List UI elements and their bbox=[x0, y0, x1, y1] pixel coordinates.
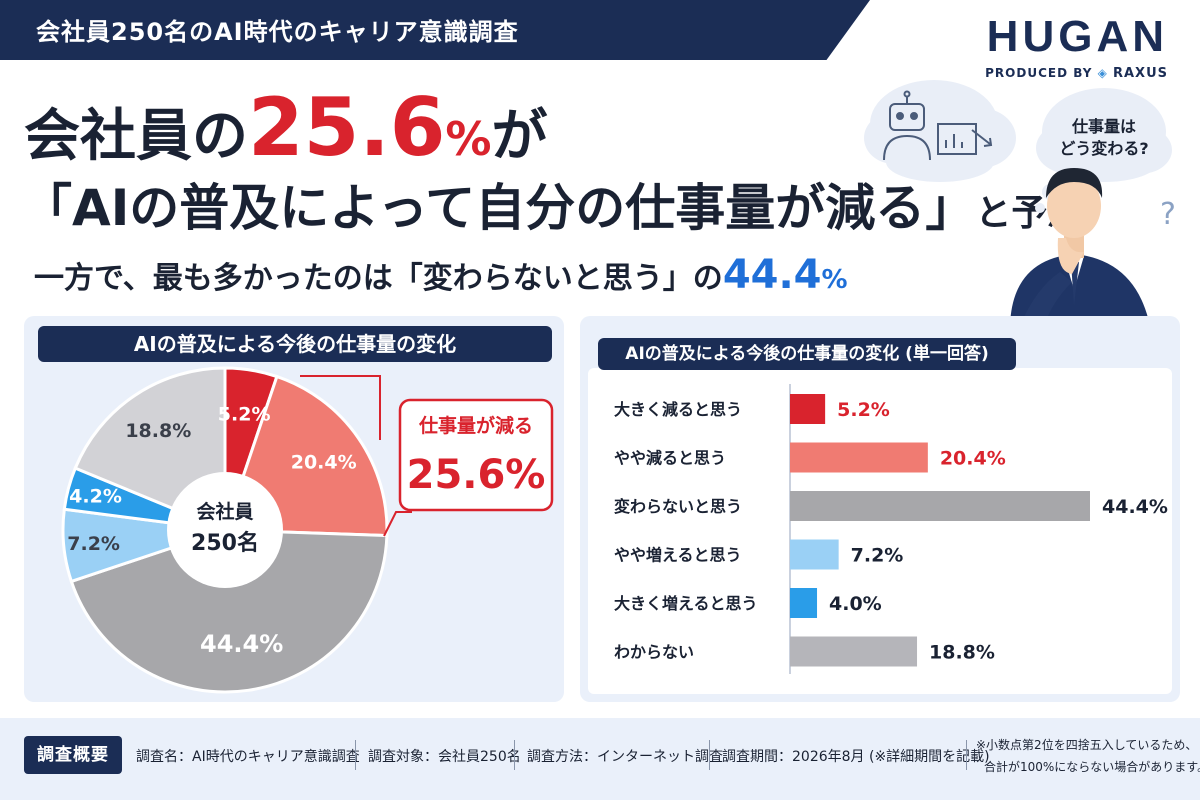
headline-line1-post: が bbox=[491, 104, 548, 169]
headline-line2: 「AIの普及によって自分の仕事量が減る」と予想 bbox=[22, 178, 1083, 244]
rounding-note-line1: ※小数点第2位を四捨五入しているため、 bbox=[976, 738, 1198, 752]
bar-category-label: やや増えると思う bbox=[614, 546, 742, 565]
produced-by: PRODUCED BY ◈ RAXUS bbox=[948, 66, 1168, 81]
bar-value-label: 20.4% bbox=[940, 448, 1006, 470]
pie-slice-label: 5.2% bbox=[218, 404, 271, 426]
pie-chart-panel: AIの普及による今後の仕事量の変化 会社員 250名 5.2% 20.4% 44.4… bbox=[24, 316, 564, 702]
bar-panel-title: AIの普及による今後の仕事量の変化 (単一回答) bbox=[598, 338, 1016, 370]
thought-bubble: 仕事量は どう変わる? bbox=[1035, 88, 1172, 213]
bar-category-label: やや減ると思う bbox=[614, 449, 726, 468]
pie-chart: 会社員 250名 5.2% 20.4% 44.4% 7.2% 4.2% 18.8% 仕事量… bbox=[61, 366, 554, 694]
headline-line3-pct: % bbox=[821, 265, 848, 295]
headline-line1-pre: 会社員の bbox=[24, 104, 248, 169]
footer-divider bbox=[709, 740, 710, 770]
bar-value-label: 18.8% bbox=[929, 642, 995, 664]
bar bbox=[790, 491, 1090, 521]
headline-line2-open: 「 bbox=[22, 179, 72, 237]
headline-line3-number: 44.4 bbox=[722, 252, 822, 298]
question-mark-icon: ? bbox=[1160, 197, 1176, 232]
callout-box bbox=[398, 398, 554, 512]
survey-period: 調査期間：2026年8月 (※詳細期間を記載) bbox=[722, 749, 990, 765]
bar-category-label: わからない bbox=[614, 643, 694, 662]
pie-slice-label: 7.2% bbox=[67, 533, 120, 555]
bar bbox=[790, 539, 839, 570]
bar bbox=[790, 588, 818, 618]
headline-line2-close: 」 bbox=[925, 179, 976, 237]
survey-method: 調査方法：インターネット調査 bbox=[527, 749, 723, 765]
bar-value-label: 44.4% bbox=[1102, 496, 1168, 518]
donut-center-line1: 会社員 bbox=[196, 500, 253, 523]
callout-pointer bbox=[383, 511, 412, 537]
bar-value-label: 7.2% bbox=[851, 545, 904, 567]
survey-target: 調査対象：会社員250名 bbox=[368, 749, 521, 765]
rounding-note-line2: 合計が100%にならない場合があります。 bbox=[984, 760, 1200, 774]
thought-text-line1: 仕事量は bbox=[1071, 117, 1136, 136]
chart-down-icon bbox=[937, 123, 993, 155]
produced-by-label: PRODUCED BY bbox=[985, 66, 1093, 80]
donut-hole bbox=[167, 472, 283, 588]
bar-category-label: 変わらないと思う bbox=[614, 497, 742, 516]
headline-highlight-number: 25.6 bbox=[248, 81, 446, 174]
bar bbox=[790, 636, 918, 667]
pie-slice-label: 44.4% bbox=[200, 630, 283, 658]
footer-divider bbox=[966, 740, 967, 770]
donut-center-line2: 250名 bbox=[191, 530, 259, 556]
headline-line3: 一方で、最も多かったのは「変わらないと思う」の44.4% bbox=[34, 250, 848, 305]
bar-chart-panel: AIの普及による今後の仕事量の変化 (単一回答) 大きく減ると思う 5.2% やや減… bbox=[580, 316, 1180, 702]
headline-highlight-pct: % bbox=[445, 112, 492, 166]
robot-icon bbox=[883, 90, 931, 161]
pie-slice-label: 20.4% bbox=[291, 452, 357, 474]
pie-slice bbox=[69, 528, 389, 694]
bar-value-label: 4.0% bbox=[829, 593, 882, 615]
survey-name: 調査名：AI時代のキャリア意識調査 bbox=[136, 749, 360, 765]
bar-category-label: 大きく減ると思う bbox=[614, 400, 742, 419]
survey-banner-text: 会社員250名のAI時代のキャリア意識調査 bbox=[36, 18, 519, 46]
partner-name: RAXUS bbox=[1112, 66, 1168, 81]
bar-value-label: 5.2% bbox=[837, 399, 890, 421]
pie-slice-label: 18.8% bbox=[125, 420, 191, 442]
brand-name: HUGAN bbox=[986, 12, 1168, 61]
survey-summary-footer: 調査概要 調査名：AI時代のキャリア意識調査 調査対象：会社員250名 調査方法… bbox=[0, 718, 1200, 800]
rounding-note: ※小数点第2位を四捨五入しているため、 合計が100%にならない場合があります。 bbox=[976, 734, 1200, 778]
survey-banner: 会社員250名のAI時代のキャリア意識調査 bbox=[0, 0, 870, 60]
footer-divider bbox=[355, 740, 356, 770]
callout-value: 25.6% bbox=[407, 452, 546, 498]
callout-label: 仕事量が減る bbox=[418, 414, 533, 437]
survey-summary-badge: 調査概要 bbox=[24, 736, 122, 774]
brand-logo: HUGAN PRODUCED BY ◈ RAXUS bbox=[948, 12, 1168, 81]
pie-slice-label: 4.2% bbox=[69, 486, 122, 508]
bar-category-label: 大きく増えると思う bbox=[614, 594, 758, 613]
footer-divider bbox=[514, 740, 515, 770]
bar-chart: 大きく減ると思う 5.2% やや減ると思う 20.4% 変わらないと思う 44.4% やや増… bbox=[614, 384, 1168, 674]
raxus-mark-icon: ◈ bbox=[1097, 66, 1113, 80]
headline-line2-main: AIの普及によって自分の仕事量が減る bbox=[72, 179, 926, 237]
pie-panel-title: AIの普及による今後の仕事量の変化 bbox=[38, 326, 552, 362]
callout-connector bbox=[300, 375, 381, 440]
businessman-icon bbox=[1010, 168, 1150, 326]
headline-line3-pre: 一方で、最も多かったのは「変わらないと思う」の bbox=[34, 261, 723, 296]
headline-line1: 会社員の25.6%が bbox=[24, 88, 547, 179]
robot-thought-cloud bbox=[864, 80, 1016, 182]
bar bbox=[790, 394, 826, 424]
thought-text-line2: どう変わる? bbox=[1059, 139, 1148, 158]
thinking-businessman-illustration: 仕事量は どう変わる? ? bbox=[864, 80, 1176, 326]
bar bbox=[790, 442, 928, 473]
